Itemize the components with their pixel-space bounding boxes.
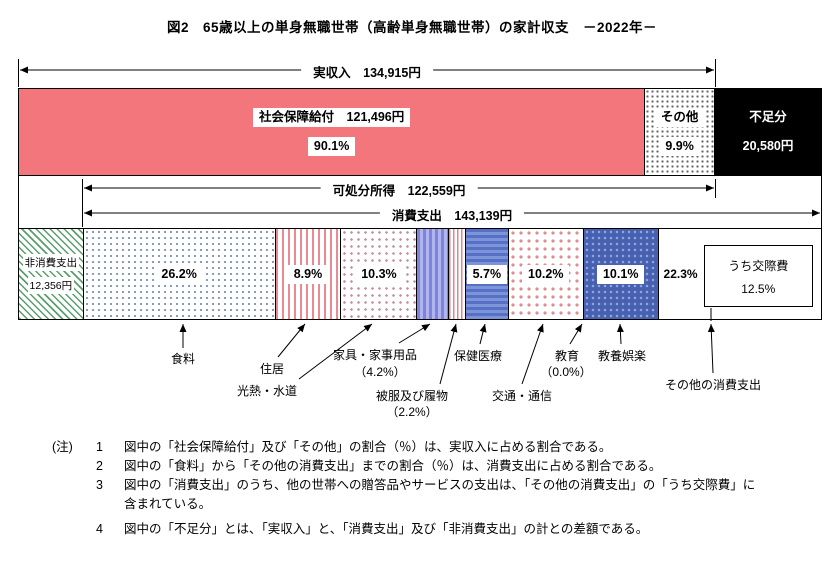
consumption-arrow-label: 消費支出 143,139円 <box>379 204 525 225</box>
food-pct: 26.2% <box>155 264 203 284</box>
segment-clothing <box>448 229 466 319</box>
note-text: 図中の「不足分」とは、「実収入」と、「消費支出」及び「非消費支出」の計との差額で… <box>124 522 649 536</box>
social-expenses-box: うち交際費 12.5% <box>703 245 813 307</box>
social-expenses-label: うち交際費 <box>728 258 789 273</box>
note-number: 2 <box>96 459 103 473</box>
note-text: 図中の「社会保障給付」及び「その他」の割合（％）は、実収入に占める割合である。 <box>124 440 612 454</box>
recreation-pct: 10.1% <box>596 264 645 284</box>
label-education: 教育 <box>554 349 580 363</box>
non-consumption-label: 非消費支出 <box>22 254 80 271</box>
label-housing: 住居 <box>259 362 285 376</box>
label-recreation: 教養娯楽 <box>597 349 647 363</box>
other-consumption-pct: 22.3% <box>661 266 700 282</box>
label-education-pct: （0.0%） <box>540 365 592 379</box>
note-text: 図中の「食料」から「その他の消費支出」までの割合（％）は、消費支出に占める割合で… <box>124 459 662 473</box>
note-row: 2 図中の「食料」から「その他の消費支出」までの割合（％）は、消費支出に占める割… <box>52 457 764 476</box>
income-other-label: その他 <box>654 108 705 127</box>
deficit-box: 不足分 20,580円 <box>713 89 821 175</box>
label-medical: 保健医療 <box>453 349 503 363</box>
segment-medical: 5.7% <box>465 229 508 319</box>
label-furniture-pct: （4.2%） <box>354 365 406 379</box>
segment-social-security: 社会保障給付 121,496円 90.1% <box>19 89 645 175</box>
note-number: 1 <box>96 440 103 454</box>
label-other-consumption: その他の消費支出 <box>664 378 762 392</box>
housing-pct: 8.9% <box>287 264 329 284</box>
label-clothing: 被服及び履物 <box>375 389 449 403</box>
note-prefix: (注) <box>52 440 73 454</box>
social-security-pct: 90.1% <box>307 137 356 156</box>
income-arrow-label: 実収入 134,915円 <box>301 61 433 82</box>
segment-food: 26.2% <box>83 229 275 319</box>
transport-pct: 10.2% <box>522 264 570 284</box>
segment-income-other: その他 9.9% <box>644 89 714 175</box>
disposable-income-arrow-label: 可処分所得 122,559円 <box>320 179 478 200</box>
label-utilities: 光熱・水道 <box>236 384 298 398</box>
note-row: 3 図中の「消費支出」のうち、他の世帯への贈答品やサービスの支出は、「その他の消… <box>52 476 764 514</box>
figure-title: 図2 65歳以上の単身無職世帯（高齢単身無職世帯）の家計収支 －2022年－ <box>166 20 658 35</box>
income-other-pct: 9.9% <box>659 137 700 156</box>
segment-recreation: 10.1% <box>582 229 658 319</box>
segment-housing: 8.9% <box>274 229 341 319</box>
segment-transport: 10.2% <box>507 229 583 319</box>
non-consumption-value: 12,356円 <box>27 277 75 294</box>
segment-utilities: 10.3% <box>340 229 417 319</box>
segment-other-consumption: 22.3% うち交際費 12.5% <box>657 229 821 319</box>
social-security-label: 社会保障給付 121,496円 <box>253 108 411 127</box>
segment-furniture <box>416 229 449 319</box>
deficit-label: 不足分 <box>749 110 787 124</box>
expenditure-bar: 非消費支出 12,356円 26.2% 8.9% 10.3% 5.7% 10.2… <box>18 228 822 320</box>
note-number: 4 <box>96 522 103 536</box>
label-furniture: 家具・家事用品 <box>332 348 418 362</box>
segment-non-consumption: 非消費支出 12,356円 <box>19 229 83 319</box>
note-text: 図中の「消費支出」のうち、他の世帯への贈答品やサービスの支出は、「その他の消費支… <box>124 478 756 511</box>
income-bar: 社会保障給付 121,496円 90.1% その他 9.9% 不足分 20,58… <box>18 88 822 176</box>
social-expenses-pct: 12.5% <box>741 281 776 296</box>
note-number: 3 <box>96 478 103 492</box>
notes: (注) 1 図中の「社会保障給付」及び「その他」の割合（％）は、実収入に占める割… <box>52 438 764 539</box>
deficit-value: 20,580円 <box>742 139 794 153</box>
note-row: 4 図中の「不足分」とは、「実収入」と、「消費支出」及び「非消費支出」の計との差… <box>52 520 764 539</box>
income-region: 社会保障給付 121,496円 90.1% その他 9.9% <box>19 89 714 175</box>
utilities-pct: 10.3% <box>355 264 403 284</box>
consumption-region: 26.2% 8.9% 10.3% 5.7% 10.2% 10.1% 22.3% <box>82 229 821 319</box>
label-food: 食料 <box>170 352 196 366</box>
label-transport: 交通・通信 <box>491 389 553 403</box>
medical-pct: 5.7% <box>466 264 508 284</box>
note-row: (注) 1 図中の「社会保障給付」及び「その他」の割合（％）は、実収入に占める割… <box>52 438 764 457</box>
label-clothing-pct: （2.2%） <box>386 405 438 419</box>
